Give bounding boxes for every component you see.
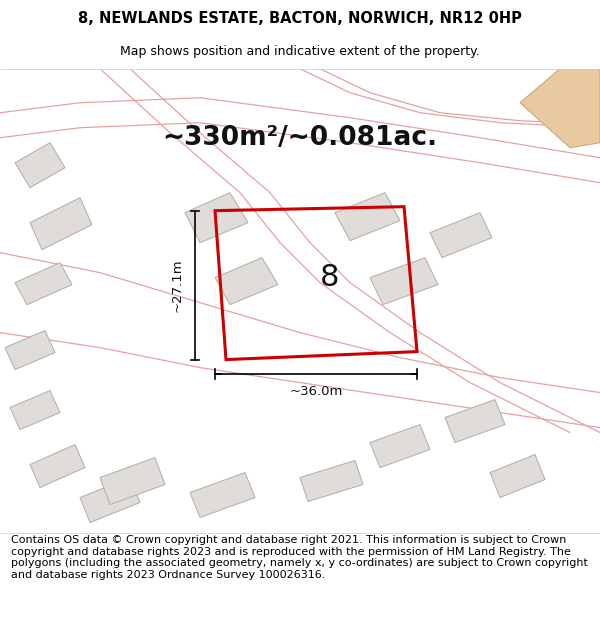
Polygon shape xyxy=(100,458,165,504)
Polygon shape xyxy=(520,69,600,148)
Text: ~36.0m: ~36.0m xyxy=(289,385,343,398)
Text: ~330m²/~0.081ac.: ~330m²/~0.081ac. xyxy=(163,125,437,151)
Polygon shape xyxy=(10,391,60,429)
Polygon shape xyxy=(445,399,505,442)
Polygon shape xyxy=(15,262,72,304)
Text: ~27.1m: ~27.1m xyxy=(170,258,184,312)
Text: Contains OS data © Crown copyright and database right 2021. This information is : Contains OS data © Crown copyright and d… xyxy=(11,535,587,580)
Polygon shape xyxy=(190,472,255,518)
Polygon shape xyxy=(30,444,85,488)
Polygon shape xyxy=(370,424,430,468)
Polygon shape xyxy=(185,192,248,242)
Polygon shape xyxy=(370,258,438,304)
Text: 8, NEWLANDS ESTATE, BACTON, NORWICH, NR12 0HP: 8, NEWLANDS ESTATE, BACTON, NORWICH, NR1… xyxy=(78,11,522,26)
Polygon shape xyxy=(300,461,363,501)
Polygon shape xyxy=(30,198,92,249)
Polygon shape xyxy=(335,192,400,241)
Polygon shape xyxy=(215,258,278,304)
Polygon shape xyxy=(80,478,140,522)
Polygon shape xyxy=(490,454,545,498)
Polygon shape xyxy=(15,142,65,188)
Text: 8: 8 xyxy=(320,263,340,292)
Text: Map shows position and indicative extent of the property.: Map shows position and indicative extent… xyxy=(120,45,480,58)
Polygon shape xyxy=(430,213,492,258)
Polygon shape xyxy=(5,331,55,369)
